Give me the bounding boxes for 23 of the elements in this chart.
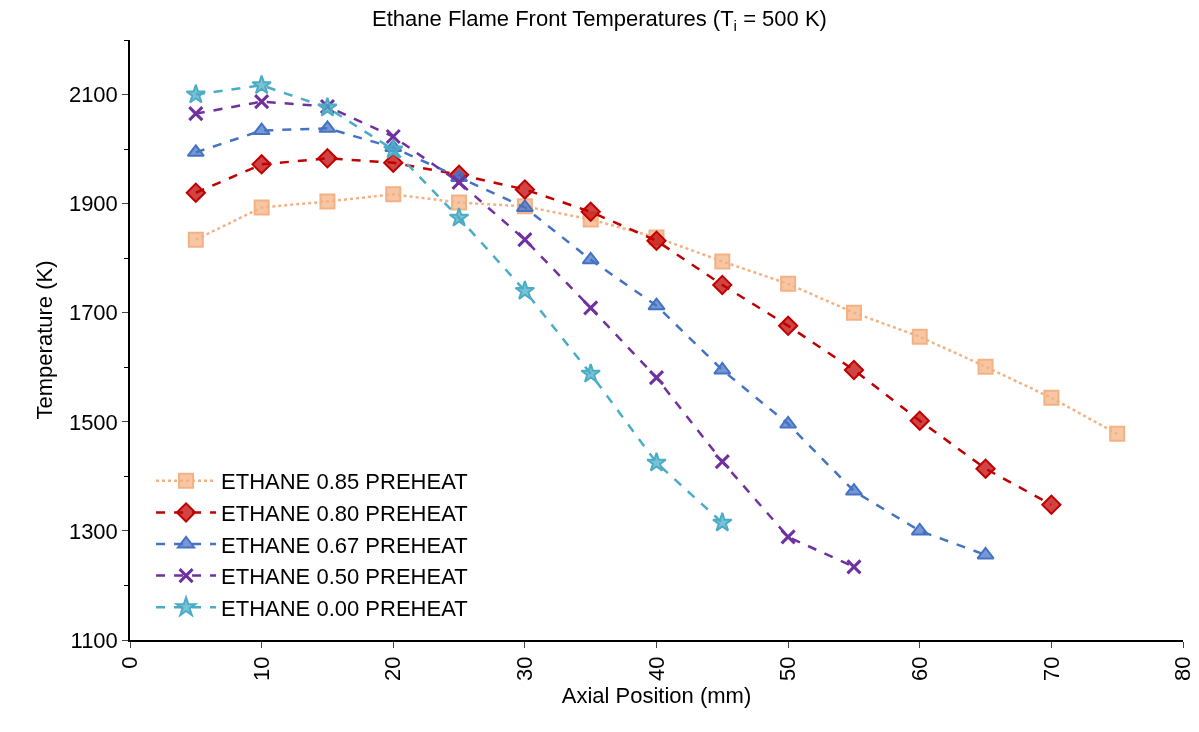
y-tick-label: 1500 bbox=[68, 409, 118, 435]
x-axis-title: Axial Position (mm) bbox=[561, 683, 752, 709]
x-tick-label: 40 bbox=[643, 656, 669, 682]
legend-label: ETHANE 0.67 PREHEAT bbox=[221, 532, 468, 558]
y-tick-label: 1300 bbox=[68, 518, 118, 544]
legend-label: ETHANE 0.80 PREHEAT bbox=[221, 500, 468, 526]
y-axis-title: Temperature (K) bbox=[32, 260, 58, 420]
x-tick-label: 10 bbox=[248, 656, 274, 682]
y-tick-label: 1900 bbox=[68, 191, 118, 217]
x-tick-label: 20 bbox=[380, 656, 406, 682]
x-tick-label: 0 bbox=[117, 656, 143, 669]
x-tick-label: 50 bbox=[775, 656, 801, 682]
chart-title: Ethane Flame Front Temperatures (T$_{i}$ = 500 K) bbox=[372, 6, 827, 34]
legend-label: ETHANE 0.85 PREHEAT bbox=[221, 469, 468, 495]
x-tick-label: 60 bbox=[906, 656, 932, 682]
y-tick-label: 1100 bbox=[70, 627, 118, 653]
y-tick-label: 2100 bbox=[68, 82, 118, 108]
legend-label: ETHANE 0.00 PREHEAT bbox=[221, 595, 468, 621]
x-tick-label: 70 bbox=[1038, 656, 1064, 682]
legend-label: ETHANE 0.50 PREHEAT bbox=[221, 564, 468, 590]
x-tick-label: 80 bbox=[1170, 656, 1196, 682]
y-tick-label: 1700 bbox=[68, 300, 118, 326]
x-tick-label: 30 bbox=[512, 656, 538, 682]
